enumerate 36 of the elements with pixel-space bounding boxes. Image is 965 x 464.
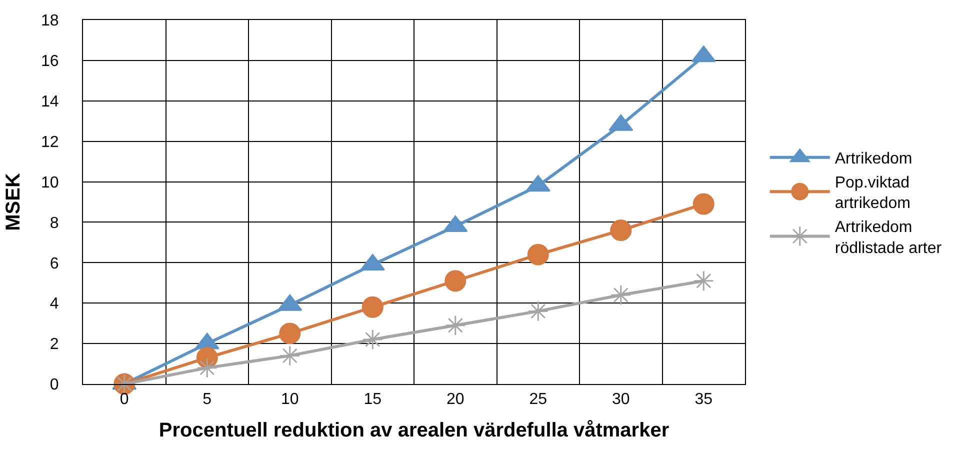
point (444, 270, 466, 292)
point (610, 220, 632, 242)
y-tick-label: 2 (50, 336, 59, 354)
y-tick-label: 6 (50, 255, 59, 272)
y-tick-label: 10 (41, 174, 59, 192)
point (527, 244, 549, 266)
point (610, 284, 632, 306)
point (196, 357, 218, 378)
y-tick-label: 16 (41, 53, 59, 70)
x-tick-label: 5 (202, 391, 212, 408)
x-axis-title: Procentuell reduktion av arealen värdefulla våtmarker (158, 420, 670, 442)
x-tick-label: 0 (120, 391, 129, 408)
y-axis-title: MSEK (2, 172, 25, 231)
y-tick-label: 8 (50, 214, 59, 232)
legend-label: Artrikedom rödlistade arter (834, 219, 942, 257)
x-tick-label: 15 (364, 391, 382, 408)
point (528, 300, 548, 322)
x-tick-label: 35 (694, 391, 713, 408)
point (445, 315, 466, 336)
y-tick-label: 0 (50, 376, 59, 394)
legend-label: Artrikedom (834, 150, 912, 168)
point (693, 270, 714, 292)
x-tick-label: 30 (612, 391, 630, 408)
point (279, 322, 301, 344)
x-tick-label: 25 (529, 391, 548, 408)
y-tick-label: 4 (50, 296, 59, 313)
y-tick-label: 12 (41, 134, 59, 151)
y-tick-label: 14 (41, 93, 59, 110)
x-tick-label: 20 (446, 391, 464, 408)
legend-label: Pop.viktad artrikedom (834, 174, 910, 212)
point (280, 345, 300, 366)
point (362, 296, 384, 318)
y-tick-label: 18 (41, 12, 59, 30)
x-tick-label: 10 (280, 391, 299, 408)
point (692, 193, 714, 215)
point (362, 329, 383, 350)
